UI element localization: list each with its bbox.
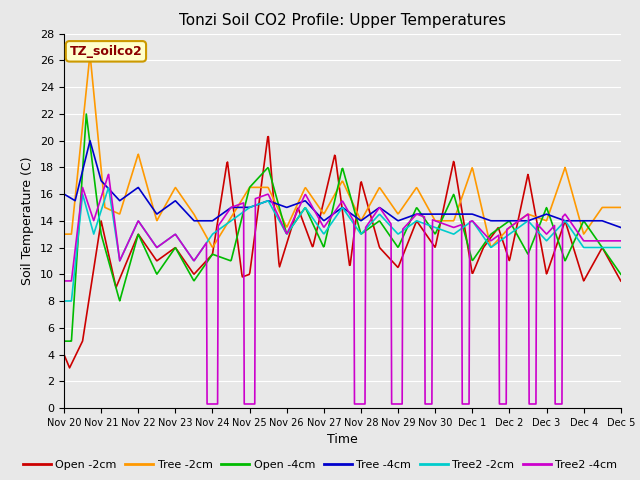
Line: Tree2 -2cm: Tree2 -2cm	[64, 188, 621, 301]
Line: Tree -4cm: Tree -4cm	[64, 141, 621, 228]
Tree2 -2cm	[457, 226, 465, 232]
Tree -2cm	[458, 195, 465, 201]
Open -4cm	[83, 111, 90, 117]
Tree -4cm	[457, 211, 465, 217]
Tree -4cm	[480, 216, 488, 221]
Tree2 -2cm	[205, 236, 213, 241]
Open -2cm	[205, 254, 213, 260]
X-axis label: Time: Time	[327, 433, 358, 446]
Tree -2cm	[209, 244, 216, 250]
Tree2 -4cm	[105, 171, 113, 177]
Tree2 -4cm	[542, 230, 550, 236]
Tree2 -4cm	[617, 238, 625, 244]
Y-axis label: Soil Temperature (C): Soil Temperature (C)	[22, 156, 35, 285]
Line: Open -4cm: Open -4cm	[64, 114, 621, 341]
Line: Tree -2cm: Tree -2cm	[64, 54, 621, 247]
Text: TZ_soilco2: TZ_soilco2	[70, 45, 142, 58]
Tree -2cm	[86, 51, 94, 57]
Tree -2cm	[300, 189, 307, 195]
Legend: Open -2cm, Tree -2cm, Open -4cm, Tree -4cm, Tree2 -2cm, Tree2 -4cm: Open -2cm, Tree -2cm, Open -4cm, Tree -4…	[19, 456, 621, 474]
Open -4cm	[617, 271, 625, 277]
Line: Tree2 -4cm: Tree2 -4cm	[64, 174, 621, 404]
Tree -2cm	[542, 217, 550, 223]
Open -4cm	[541, 208, 549, 214]
Open -4cm	[60, 338, 68, 344]
Tree2 -4cm	[458, 222, 465, 228]
Tree2 -2cm	[617, 245, 625, 251]
Tree -4cm	[122, 194, 129, 200]
Tree -2cm	[617, 204, 625, 210]
Tree2 -4cm	[206, 401, 214, 407]
Open -2cm	[60, 352, 68, 358]
Tree -4cm	[541, 212, 549, 217]
Open -4cm	[457, 217, 465, 223]
Open -4cm	[122, 278, 129, 284]
Tree2 -2cm	[299, 209, 307, 215]
Tree2 -4cm	[122, 246, 129, 252]
Tree -2cm	[122, 193, 129, 199]
Tree -4cm	[617, 225, 625, 230]
Tree2 -4cm	[300, 196, 307, 202]
Tree2 -4cm	[204, 401, 211, 407]
Tree -2cm	[60, 231, 68, 237]
Open -2cm	[481, 243, 488, 249]
Tree2 -4cm	[60, 278, 68, 284]
Tree2 -2cm	[541, 237, 549, 242]
Tree -4cm	[86, 138, 94, 144]
Tree -4cm	[205, 218, 213, 224]
Open -2cm	[617, 278, 625, 284]
Tree2 -2cm	[480, 235, 488, 240]
Open -4cm	[205, 255, 213, 261]
Tree -2cm	[481, 217, 488, 223]
Tree -2cm	[205, 240, 213, 245]
Tree2 -2cm	[60, 298, 68, 304]
Open -4cm	[299, 209, 307, 215]
Open -2cm	[542, 268, 550, 274]
Open -2cm	[122, 263, 129, 268]
Open -2cm	[300, 218, 307, 224]
Line: Open -2cm: Open -2cm	[64, 137, 621, 368]
Tree -4cm	[60, 191, 68, 197]
Open -2cm	[458, 206, 465, 212]
Open -4cm	[480, 241, 488, 247]
Tree -4cm	[299, 199, 307, 204]
Tree2 -2cm	[122, 246, 129, 252]
Open -2cm	[264, 134, 272, 140]
Tree2 -2cm	[105, 185, 113, 191]
Open -2cm	[66, 365, 74, 371]
Tree2 -4cm	[481, 231, 488, 237]
Title: Tonzi Soil CO2 Profile: Upper Temperatures: Tonzi Soil CO2 Profile: Upper Temperatur…	[179, 13, 506, 28]
